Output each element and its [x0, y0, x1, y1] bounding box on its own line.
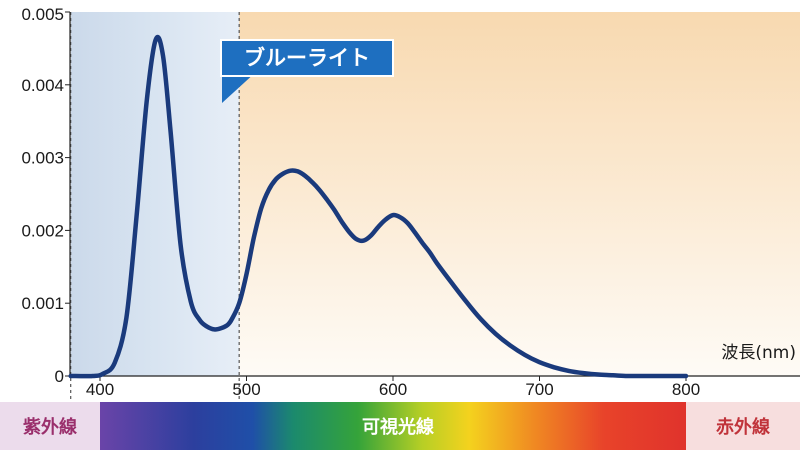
- visible-light-band: [100, 402, 686, 450]
- callout-box: [220, 39, 394, 77]
- callout-label: ブルーライト: [244, 46, 370, 70]
- y-tick-label-3: 0.003: [21, 149, 64, 168]
- spectrum-line: [68, 34, 689, 379]
- ultraviolet-label: 紫外線: [23, 416, 77, 438]
- blue-light-callout: ブルーライト: [220, 39, 394, 103]
- x-tick-label-0: 400: [86, 380, 114, 399]
- infrared-band: [686, 402, 800, 450]
- y-tick-label-1: 0.001: [21, 294, 64, 313]
- x-axis-label: 波長(nm): [721, 343, 796, 363]
- y-tick-label-0: 0: [55, 367, 64, 386]
- x-tick-label-3: 700: [525, 380, 553, 399]
- y-tick-label-4: 0.004: [21, 76, 64, 95]
- infrared-label: 赤外線: [716, 416, 770, 438]
- x-tick-label-1: 500: [232, 380, 260, 399]
- visible-light-label: 可視光線: [362, 416, 434, 438]
- y-tick-label-5: 0.005: [21, 5, 64, 24]
- callout-pointer: [222, 72, 256, 103]
- x-tick-label-4: 800: [672, 380, 700, 399]
- ultraviolet-band: [0, 402, 100, 450]
- blue-light-region: [70, 12, 240, 376]
- x-tick-label-2: 600: [379, 380, 407, 399]
- y-tick-label-2: 0.002: [21, 221, 64, 240]
